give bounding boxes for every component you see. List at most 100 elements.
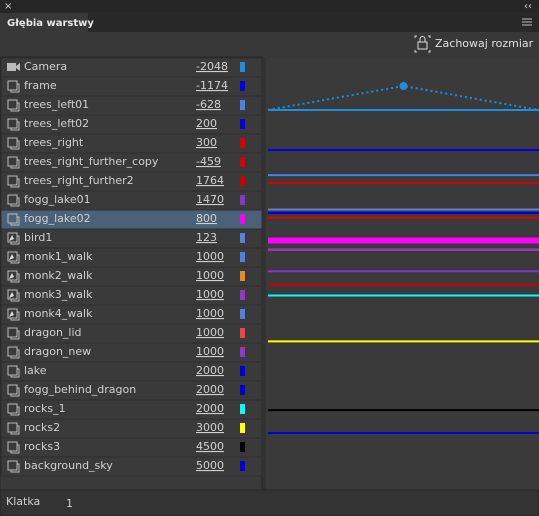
motion-icon [9,254,14,260]
layer-name: trees_right_further2 [24,174,134,187]
layer-icon [7,99,20,112]
layer-depth[interactable]: 1764 [196,174,224,187]
layer-name: Camera [24,60,67,73]
menu-icon[interactable] [522,18,532,26]
layer-icon [7,422,20,435]
layer-depth[interactable]: -2048 [196,60,228,73]
layer-name: fogg_lake01 [24,193,91,206]
layer-name: monk4_walk [24,307,93,320]
layer-depth[interactable]: 1000 [196,288,224,301]
layer-icon [7,80,20,93]
layer-icon [7,213,20,226]
depth-view [266,57,539,490]
motion-icon [9,235,14,241]
layer-name: frame [24,79,57,92]
layer-name: bird1 [24,231,52,244]
layer-depth[interactable]: 1000 [196,307,224,320]
layer-depth[interactable]: 4500 [196,440,224,453]
layer-depth[interactable]: 5000 [196,459,224,472]
layer-color [240,423,245,433]
layer-name: trees_right_further_copy [24,155,159,168]
layer-depth[interactable]: -459 [196,155,221,168]
layer-name: monk2_walk [24,269,93,282]
frame-number: 1 [66,497,73,510]
collapse-button[interactable]: ‹‹ [524,1,532,12]
layer-color [240,195,245,205]
tab[interactable] [0,13,88,32]
layer-name: dragon_new [24,345,91,358]
layer-icon [7,137,20,150]
layer-depth[interactable]: -1174 [196,79,228,92]
tab-label: Głębia warstwy [7,18,94,29]
layer-color [240,119,245,129]
frame-label: Klatka [6,495,40,508]
layer-color [240,328,245,338]
layer-depth[interactable]: 1470 [196,193,224,206]
layer-name: rocks3 [24,440,60,453]
layer-icon [7,232,20,245]
title-bar [0,0,539,12]
layer-color [240,404,245,414]
layer-depth[interactable]: 2000 [196,364,224,377]
layer-depth[interactable]: 3000 [196,421,224,434]
layer-name: trees_left01 [24,98,89,111]
layer-depth[interactable]: 2000 [196,402,224,415]
layer-icon [7,118,20,131]
layer-color [240,176,245,186]
layer-name: background_sky [24,459,113,472]
layer-color [240,461,245,471]
layer-name: monk1_walk [24,250,93,263]
layer-name: rocks_1 [24,402,66,415]
camera-icon [7,63,20,71]
layer-depth[interactable]: 800 [196,212,217,225]
layer-color [240,366,245,376]
camera-handle [399,82,408,90]
close-button[interactable]: × [4,1,12,12]
camera-frustum [267,84,539,111]
lock-icon [414,35,431,53]
layer-color [240,385,245,395]
footer [0,489,539,516]
layer-name: fogg_lake02 [24,212,91,225]
layer-name: trees_right [24,136,84,149]
layer-icon [7,327,20,340]
layer-icon [7,441,20,454]
layer-depth[interactable]: 123 [196,231,217,244]
layer-depth[interactable]: 300 [196,136,217,149]
layer-color [240,100,245,110]
layer-color [240,347,245,357]
layer-icon [7,365,20,378]
layer-icon [7,384,20,397]
layer-depth[interactable]: 1000 [196,345,224,358]
layer-depth[interactable]: 1000 [196,269,224,282]
layer-name: trees_left02 [24,117,89,130]
layer-color [240,62,245,72]
layer-color [240,290,245,300]
layer-icon [7,270,20,283]
motion-icon [9,273,14,279]
layer-depth[interactable]: 2000 [196,383,224,396]
toolbar [0,32,539,57]
layer-name: rocks2 [24,421,60,434]
layer-color [240,252,245,262]
layer-icon [7,346,20,359]
layer-icon [7,156,20,169]
layer-icon [7,194,20,207]
layer-depth[interactable]: -628 [196,98,221,111]
layer-depth[interactable]: 1000 [196,326,224,339]
keep-size-button[interactable]: Zachowaj rozmiar [435,37,534,50]
layer-icon [7,403,20,416]
layer-icon [7,175,20,188]
motion-icon [9,292,14,298]
layer-icon [7,251,20,264]
layer-color [240,214,245,224]
layer-depth[interactable]: 1000 [196,250,224,263]
layer-depth[interactable]: 200 [196,117,217,130]
layer-list [0,56,263,491]
layer-name: lake [24,364,47,377]
layer-row[interactable] [0,456,263,477]
layer-name: dragon_lid [24,326,82,339]
layer-color [240,309,245,319]
layer-color [240,233,245,243]
